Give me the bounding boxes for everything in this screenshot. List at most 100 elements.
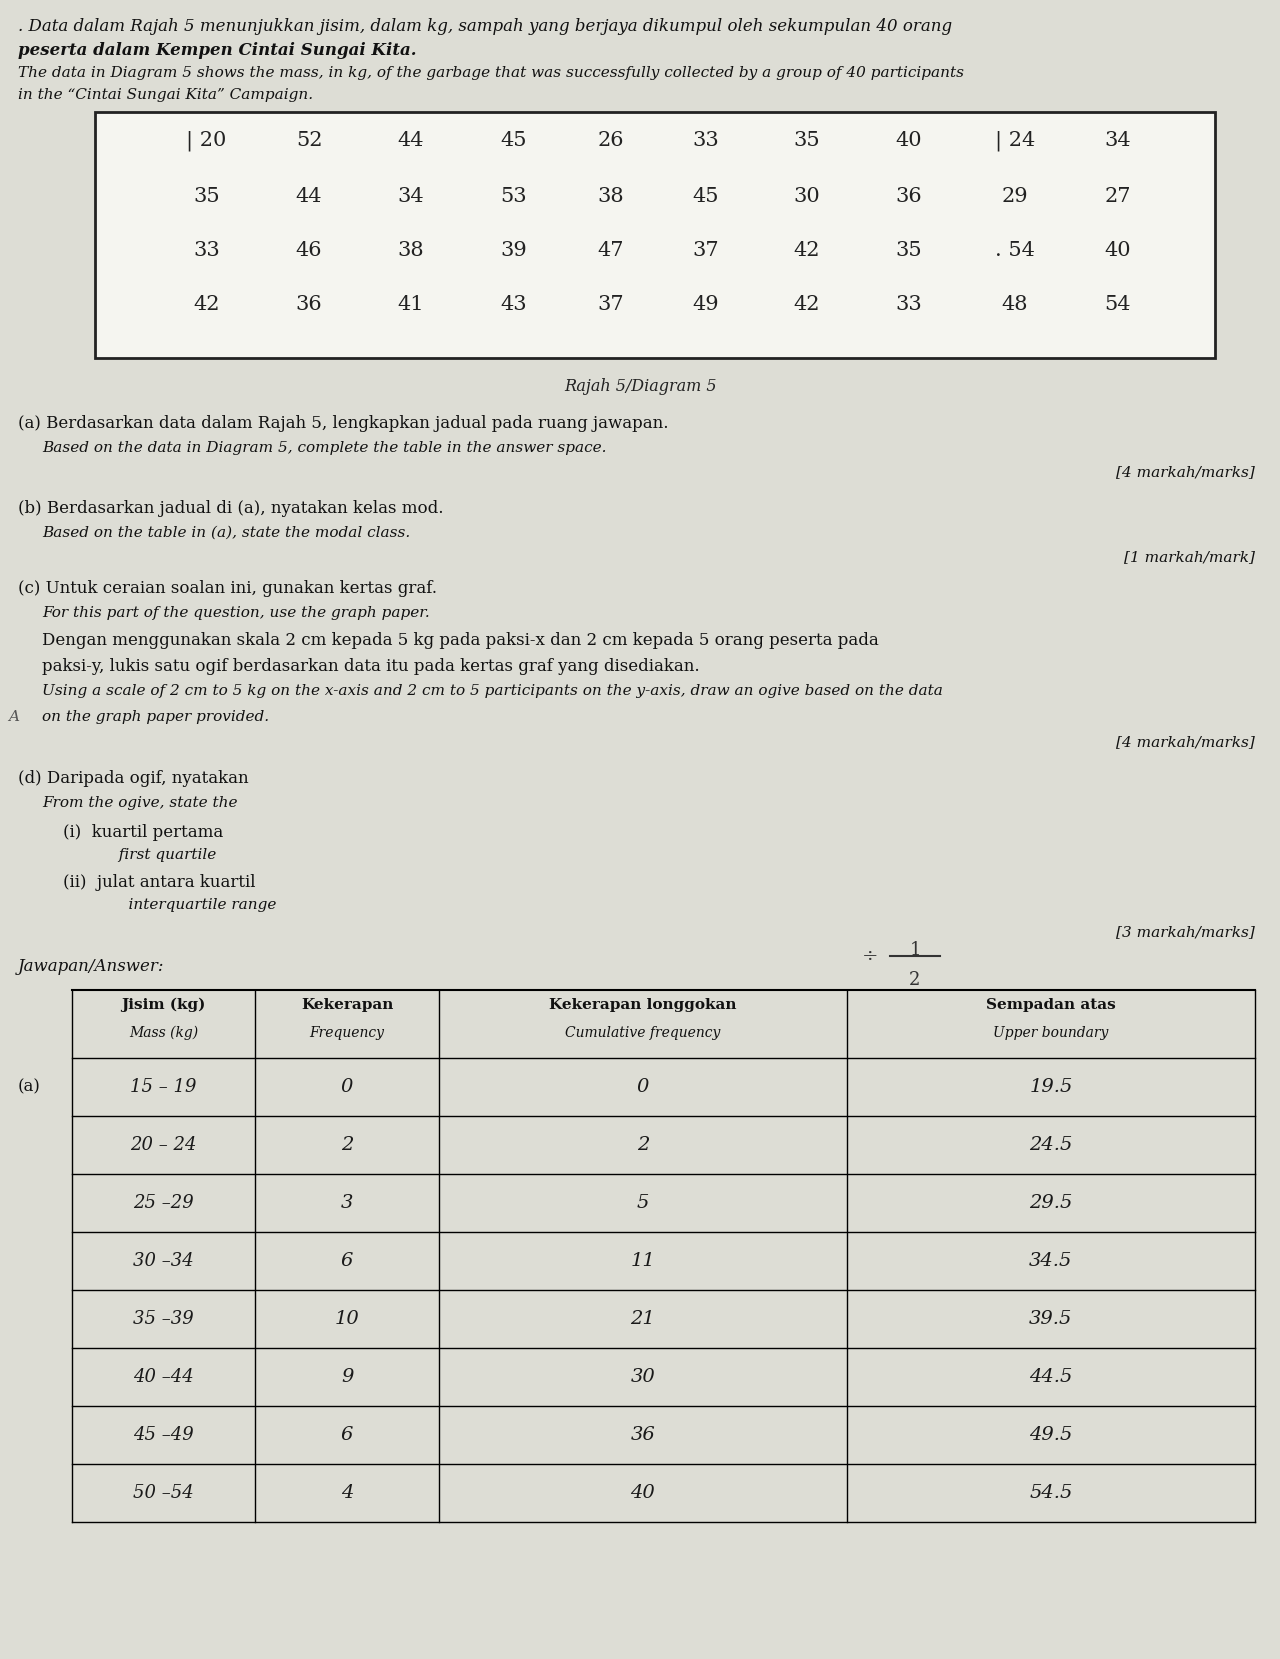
- Text: 24.5: 24.5: [1029, 1136, 1073, 1155]
- Text: paksi-y, lukis satu ogif berdasarkan data itu pada kertas graf yang disediakan.: paksi-y, lukis satu ogif berdasarkan dat…: [42, 659, 700, 675]
- Text: [1 markah/mark]: [1 markah/mark]: [1124, 551, 1254, 564]
- Text: 29.5: 29.5: [1029, 1194, 1073, 1213]
- Text: interquartile range: interquartile range: [70, 898, 276, 912]
- Text: 29: 29: [1002, 187, 1028, 206]
- Text: 25 –29: 25 –29: [133, 1194, 195, 1213]
- Bar: [95, 113, 1215, 358]
- Text: (a) Berdasarkan data dalam Rajah 5, lengkapkan jadual pada ruang jawapan.: (a) Berdasarkan data dalam Rajah 5, leng…: [18, 415, 668, 431]
- Text: A: A: [8, 710, 19, 723]
- Text: 36: 36: [896, 187, 923, 206]
- Text: (ii)  julat antara kuartil: (ii) julat antara kuartil: [42, 874, 256, 891]
- Text: 45: 45: [692, 187, 719, 206]
- Text: 44.5: 44.5: [1029, 1369, 1073, 1385]
- Text: [3 markah/marks]: [3 markah/marks]: [1116, 926, 1254, 939]
- Text: | 24: | 24: [995, 131, 1036, 151]
- Text: 33: 33: [692, 131, 719, 151]
- Text: 30: 30: [794, 187, 820, 206]
- Text: 34.5: 34.5: [1029, 1253, 1073, 1271]
- Text: (d) Daripada ogif, nyatakan: (d) Daripada ogif, nyatakan: [18, 770, 248, 786]
- Text: 21: 21: [631, 1311, 655, 1327]
- Text: 46: 46: [296, 242, 323, 260]
- Text: 42: 42: [193, 295, 220, 315]
- Text: 15 – 19: 15 – 19: [131, 1078, 197, 1097]
- Text: 54.5: 54.5: [1029, 1485, 1073, 1501]
- Text: 39.5: 39.5: [1029, 1311, 1073, 1327]
- Text: 42: 42: [794, 242, 819, 260]
- Text: 54: 54: [1105, 295, 1130, 315]
- Text: 40: 40: [631, 1485, 655, 1501]
- Text: 40: 40: [896, 131, 923, 151]
- Text: 47: 47: [598, 242, 625, 260]
- Text: Rajah 5/Diagram 5: Rajah 5/Diagram 5: [563, 378, 717, 395]
- Text: 38: 38: [398, 242, 424, 260]
- Text: 20 – 24: 20 – 24: [131, 1136, 197, 1155]
- Text: 1: 1: [909, 941, 920, 959]
- Text: 36: 36: [296, 295, 323, 315]
- Text: 50 –54: 50 –54: [133, 1485, 195, 1501]
- Text: Based on the data in Diagram 5, complete the table in the answer space.: Based on the data in Diagram 5, complete…: [42, 441, 607, 455]
- Text: (i)  kuartil pertama: (i) kuartil pertama: [42, 825, 223, 841]
- Text: first quartile: first quartile: [70, 848, 216, 863]
- Text: 3: 3: [340, 1194, 353, 1213]
- Text: 35 –39: 35 –39: [133, 1311, 195, 1327]
- Text: 6: 6: [340, 1253, 353, 1271]
- Text: 4: 4: [340, 1485, 353, 1501]
- Text: 49.5: 49.5: [1029, 1427, 1073, 1443]
- Text: 43: 43: [500, 295, 527, 315]
- Text: 52: 52: [296, 131, 323, 151]
- Text: 36: 36: [631, 1427, 655, 1443]
- Text: . 54: . 54: [995, 242, 1036, 260]
- Text: 33: 33: [193, 242, 220, 260]
- Text: 6: 6: [340, 1427, 353, 1443]
- Text: 34: 34: [1105, 131, 1130, 151]
- Text: Kekerapan longgokan: Kekerapan longgokan: [549, 999, 736, 1012]
- Text: For this part of the question, use the graph paper.: For this part of the question, use the g…: [42, 606, 430, 620]
- Text: 0: 0: [340, 1078, 353, 1097]
- Text: 39: 39: [500, 242, 527, 260]
- Text: Based on the table in (a), state the modal class.: Based on the table in (a), state the mod…: [42, 526, 411, 539]
- Text: 27: 27: [1105, 187, 1130, 206]
- Text: Dengan menggunakan skala 2 cm kepada 5 kg pada paksi-x dan 2 cm kepada 5 orang p: Dengan menggunakan skala 2 cm kepada 5 k…: [42, 632, 879, 649]
- Text: 5: 5: [636, 1194, 649, 1213]
- Text: 37: 37: [598, 295, 625, 315]
- Text: 33: 33: [896, 295, 923, 315]
- Text: Jawapan/Answer:: Jawapan/Answer:: [18, 957, 165, 975]
- Text: Mass (kg): Mass (kg): [129, 1025, 198, 1040]
- Text: | 20: | 20: [187, 131, 227, 151]
- Text: 19.5: 19.5: [1029, 1078, 1073, 1097]
- Text: (a): (a): [18, 1078, 41, 1095]
- Text: 40: 40: [1105, 242, 1130, 260]
- Text: 44: 44: [296, 187, 323, 206]
- Text: Using a scale of 2 cm to 5 kg on the x-axis and 2 cm to 5 participants on the y-: Using a scale of 2 cm to 5 kg on the x-a…: [42, 684, 943, 698]
- Text: Frequency: Frequency: [310, 1025, 384, 1040]
- Text: From the ogive, state the: From the ogive, state the: [42, 796, 238, 810]
- Text: 10: 10: [334, 1311, 360, 1327]
- Text: 37: 37: [692, 242, 719, 260]
- Text: 35: 35: [794, 131, 819, 151]
- Text: ÷: ÷: [861, 947, 878, 966]
- Text: 38: 38: [598, 187, 625, 206]
- Text: 2: 2: [909, 971, 920, 989]
- Text: (c) Untuk ceraian soalan ini, gunakan kertas graf.: (c) Untuk ceraian soalan ini, gunakan ke…: [18, 581, 436, 597]
- Text: 34: 34: [398, 187, 424, 206]
- Text: [4 markah/marks]: [4 markah/marks]: [1116, 735, 1254, 748]
- Text: . Data dalam Rajah 5 menunjukkan jisim, dalam kg, sampah yang berjaya dikumpul o: . Data dalam Rajah 5 menunjukkan jisim, …: [18, 18, 952, 35]
- Text: 53: 53: [500, 187, 527, 206]
- Text: The data in Diagram 5 shows the mass, in kg, of the garbage that was successfull: The data in Diagram 5 shows the mass, in…: [18, 66, 964, 80]
- Text: 49: 49: [692, 295, 719, 315]
- Text: on the graph paper provided.: on the graph paper provided.: [42, 710, 269, 723]
- Text: 30 –34: 30 –34: [133, 1253, 195, 1271]
- Text: (b) Berdasarkan jadual di (a), nyatakan kelas mod.: (b) Berdasarkan jadual di (a), nyatakan …: [18, 499, 443, 518]
- Text: peserta dalam Kempen Cintai Sungai Kita.: peserta dalam Kempen Cintai Sungai Kita.: [18, 41, 416, 60]
- Text: 48: 48: [1002, 295, 1028, 315]
- Text: 2: 2: [636, 1136, 649, 1155]
- Text: 35: 35: [896, 242, 923, 260]
- Text: 41: 41: [398, 295, 424, 315]
- Text: Sempadan atas: Sempadan atas: [986, 999, 1116, 1012]
- Text: 9: 9: [340, 1369, 353, 1385]
- Text: Upper boundary: Upper boundary: [993, 1025, 1108, 1040]
- Text: 11: 11: [631, 1253, 655, 1271]
- Text: 44: 44: [398, 131, 424, 151]
- Text: 0: 0: [636, 1078, 649, 1097]
- Text: 26: 26: [598, 131, 625, 151]
